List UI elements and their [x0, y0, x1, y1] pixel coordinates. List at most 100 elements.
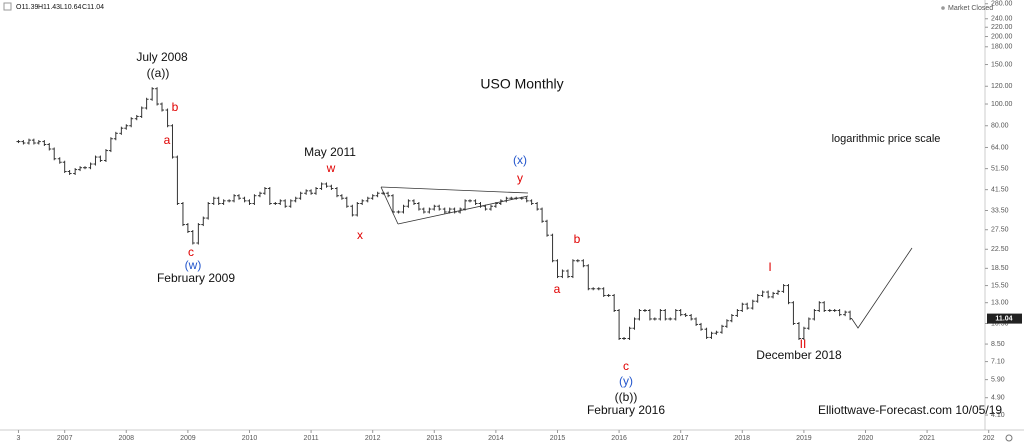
annotation: b [574, 232, 581, 246]
annotation: b [172, 100, 179, 114]
price-bar [93, 155, 98, 166]
price-bar [139, 106, 144, 118]
price-bar [843, 310, 848, 317]
price-bar [509, 196, 514, 200]
y-tick-label: 51.50 [991, 165, 1009, 172]
price-bar [709, 331, 714, 339]
price-bar [406, 199, 411, 208]
y-tick-label: 4.10 [991, 412, 1005, 419]
price-tag-label: 11.04 [995, 315, 1012, 322]
price-bar [760, 290, 765, 297]
x-tick-label: 2018 [735, 435, 751, 442]
price-bar [36, 140, 41, 145]
price-bar [391, 194, 396, 214]
price-bar [288, 199, 293, 208]
price-bar [689, 313, 694, 321]
y-tick-label: 240.00 [991, 16, 1013, 23]
price-bar [201, 216, 206, 227]
y-tick-label: 10.50 [991, 320, 1009, 327]
price-bar [812, 308, 817, 321]
price-bar [360, 199, 365, 206]
price-bar [545, 219, 550, 237]
y-tick-label: 280.00 [991, 1, 1013, 8]
y-tick-label: 120.00 [991, 83, 1013, 90]
price-bar [801, 326, 806, 341]
price-bar [329, 184, 334, 190]
price-bar [652, 317, 657, 321]
annotation: December 2018 [756, 348, 842, 362]
price-bar [617, 308, 622, 341]
price-bar [309, 189, 314, 195]
annotation: (y) [619, 374, 633, 388]
price-bar [62, 160, 67, 174]
triangle-line [380, 186, 529, 194]
price-bar [227, 199, 232, 203]
y-tick-label: 7.10 [991, 358, 1005, 365]
price-bar [206, 202, 211, 220]
y-tick-label: 18.50 [991, 265, 1009, 272]
price-bar [663, 308, 668, 321]
x-tick-label: 2021 [919, 435, 935, 442]
price-bar [822, 301, 827, 312]
price-bar [150, 87, 155, 101]
price-bar [622, 337, 627, 341]
price-bar [273, 202, 278, 206]
scale-note: logarithmic price scale [832, 133, 941, 145]
price-bar [185, 223, 190, 234]
price-bar [370, 194, 375, 200]
price-bar [642, 308, 647, 312]
triangle-line [397, 195, 529, 225]
price-bar [514, 196, 519, 200]
price-bar [339, 194, 344, 200]
price-bar [817, 301, 822, 312]
price-bar [535, 202, 540, 211]
price-bar [52, 147, 57, 161]
price-bar [704, 327, 709, 339]
chart-title: USO Monthly [480, 76, 563, 92]
price-bar [386, 191, 391, 198]
y-tick-label: 5.90 [991, 376, 1005, 383]
x-tick-label: 2007 [57, 435, 73, 442]
x-tick-label: 2020 [858, 435, 874, 442]
price-bar [586, 264, 591, 291]
price-bar [42, 140, 47, 146]
x-tick-label: 2016 [611, 435, 627, 442]
price-bar [591, 287, 596, 291]
price-bar [745, 302, 750, 310]
projection-path [851, 247, 913, 329]
annotation: c [623, 359, 629, 373]
price-bar [478, 202, 483, 208]
price-bar [421, 207, 426, 214]
price-bar [344, 196, 349, 208]
price-tag [987, 313, 1022, 324]
price-bar [694, 317, 699, 326]
price-bar [119, 126, 124, 135]
price-bar [632, 317, 637, 330]
price-bar [314, 186, 319, 195]
price-bar [155, 87, 160, 106]
x-tick-label: 202 [983, 435, 995, 442]
price-bar [504, 196, 509, 203]
price-bar [237, 194, 242, 200]
price-bar [483, 204, 488, 211]
watermark: Elliottwave-Forecast.com 10/05/19 [818, 403, 1002, 417]
price-bar [678, 308, 683, 317]
price-bar [463, 199, 468, 211]
annotation: July 2008 [136, 50, 188, 64]
price-bar [124, 124, 129, 130]
price-bar [519, 196, 524, 200]
price-bar [257, 191, 262, 198]
price-bar [324, 182, 329, 188]
x-tick-label: 2010 [242, 435, 258, 442]
price-bar [355, 202, 360, 217]
price-bar [606, 293, 611, 297]
price-bar [766, 290, 771, 299]
price-bar [796, 321, 801, 341]
symbol-icon [3, 2, 12, 11]
price-bar [540, 207, 545, 223]
x-tick-label: 2013 [426, 435, 442, 442]
price-bar [473, 199, 478, 206]
y-tick-label: 13.00 [991, 300, 1009, 307]
price-bar [319, 182, 324, 190]
settings-icon[interactable] [1005, 434, 1013, 442]
